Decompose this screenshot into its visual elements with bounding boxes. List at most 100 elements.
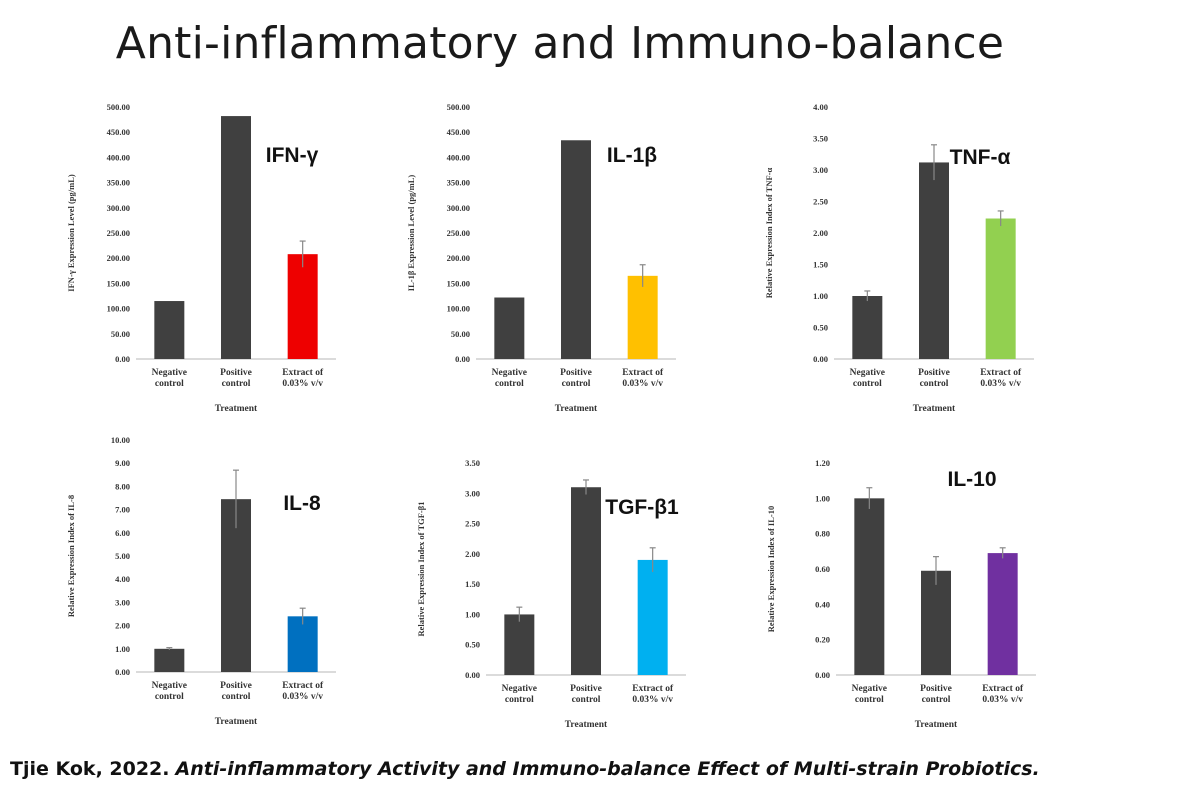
y-tick-label: 200.00 [447,253,470,263]
x-category-label: 0.03% v/v [980,379,1021,389]
error-bar [931,144,937,181]
y-tick-label: 0.50 [465,640,480,650]
y-tick-label: 4.00 [813,102,828,112]
y-tick-label: 100.00 [107,304,130,314]
y-tick-label: 1.00 [465,609,480,619]
y-tick-label: 2.50 [465,519,480,529]
chart-tgf-beta1: 0.00 0.50 1.00 1.50 2.00 2.50 3.00 3.50 Negative… [412,448,712,738]
y-tick-label: 450.00 [447,127,470,137]
x-category-label: Negative [152,681,187,691]
y-tick-label: 350.00 [107,178,130,188]
chart-svg: 0.00 50.00 100.00 150.00 200.00 250.00 300.00 3… [66,102,336,414]
y-tick-label: 3.50 [465,458,480,468]
citation-paper-title: Anti-inflammatory Activity and Immuno-ba… [175,758,1040,780]
error-bar [166,647,173,650]
y-tick-label: 450.00 [107,127,130,137]
y-tick-label: 50.00 [451,329,470,339]
x-category-label: Positive [920,684,952,694]
y-tick-label: 0.00 [115,354,130,364]
error-bar [583,479,589,495]
x-category-label: Negative [152,368,187,378]
chart-svg: 0.00 50.00 100.00 150.00 200.00 250.00 300.00 3… [406,102,676,414]
y-axis-title: IFN-γ Expression Level (pg/mL) [66,174,76,292]
y-tick-label: 0.20 [815,635,830,645]
y-tick-label: 7.00 [115,505,130,515]
bar [987,553,1018,675]
error-bar [866,487,873,509]
error-bar [516,606,523,622]
error-bar [639,264,646,287]
x-category-label: Positive [560,368,592,378]
bar [854,498,885,675]
y-tick-label: 2.00 [813,228,828,238]
x-category-label: Negative [850,368,885,378]
x-category-label: Extract of [632,684,674,694]
y-tick-label: 400.00 [447,152,470,162]
y-axis-title: Relative Expression Index of TGF-β1 [416,502,426,637]
bar [637,559,668,675]
x-category-label: Extract of [282,681,324,691]
x-category-label: control [855,695,884,705]
x-category-label: control [155,692,184,702]
y-tick-label: 6.00 [115,528,130,538]
chart-svg: 0.00 0.50 1.00 1.50 2.00 2.50 3.00 3.50 Negative… [416,458,686,730]
y-tick-label: 400.00 [107,152,130,162]
x-category-label: control [562,379,591,389]
chart-il-10: 0.00 0.20 0.40 0.60 0.80 1.00 1.20 Negative cont… [762,448,1062,738]
x-category-label: Extract of [622,368,664,378]
error-bar [299,607,306,625]
chart-marker-label: TNF-α [950,146,1011,169]
error-bar [864,290,871,302]
y-tick-label: 3.00 [115,597,130,607]
chart-marker-label: IFN-γ [266,144,319,167]
error-bar [233,469,239,529]
bar [287,616,318,672]
bar [852,296,883,359]
bar [504,614,535,675]
y-tick-label: 250.00 [447,228,470,238]
y-tick-label: 0.80 [815,529,830,539]
x-category-label: control [853,379,882,389]
error-bar [933,556,939,585]
y-tick-label: 4.00 [115,574,130,584]
x-axis-title: Treatment [915,720,958,730]
bar [154,648,185,672]
bar [919,162,949,359]
error-bar [999,547,1006,559]
chart-tnf-alpha: 0.00 0.50 1.00 1.50 2.00 2.50 3.00 3.50 4.00 Nega… [760,92,1060,422]
x-category-label: 0.03% v/v [632,695,673,705]
y-tick-label: 9.00 [115,458,130,468]
x-category-label: Positive [570,684,602,694]
x-category-label: control [222,692,251,702]
error-bar [649,547,656,573]
y-tick-label: 5.00 [115,551,130,561]
y-tick-label: 0.00 [813,354,828,364]
y-tick-label: 300.00 [107,203,130,213]
citation: Tjie Kok, 2022. Anti-inflammatory Activi… [10,758,1040,780]
y-tick-label: 1.50 [813,260,828,270]
y-tick-label: 500.00 [447,102,470,112]
x-category-label: control [505,695,534,705]
y-tick-label: 0.00 [465,670,480,680]
x-category-label: 0.03% v/v [982,695,1023,705]
y-tick-label: 1.00 [813,291,828,301]
y-tick-label: 0.60 [815,564,830,574]
x-category-label: 0.03% v/v [282,692,323,702]
y-tick-label: 0.40 [815,599,830,609]
bar [985,218,1016,359]
citation-author: Tjie Kok, 2022. [10,758,170,780]
x-axis-title: Treatment [913,404,956,414]
y-tick-label: 50.00 [111,329,130,339]
chart-ifn-gamma: 0.00 50.00 100.00 150.00 200.00 250.00 300.00 3… [62,92,362,422]
x-axis-title: Treatment [215,717,258,727]
bar [494,297,525,359]
bar [571,487,601,675]
y-tick-label: 500.00 [107,102,130,112]
slide-title: Anti-inflammatory and Immuno-balance [115,18,1005,69]
y-tick-label: 0.00 [815,670,830,680]
y-tick-label: 1.00 [115,644,130,654]
y-axis-title: IL-1β Expression Level (pg/mL) [406,175,416,292]
chart-il-1-beta: 0.00 50.00 100.00 150.00 200.00 250.00 300.00 3… [402,92,712,422]
x-category-label: control [920,379,949,389]
x-category-label: control [155,379,184,389]
